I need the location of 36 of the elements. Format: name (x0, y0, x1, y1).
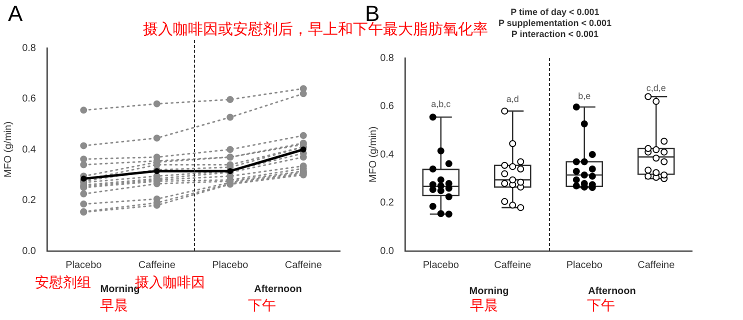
y-tick-label: 0.0 (380, 246, 394, 257)
text: 下午 (248, 297, 276, 313)
x-tick-label: Caffeine (494, 260, 532, 271)
y-tick-label: 0.2 (22, 195, 36, 206)
y-tick-label: 0.0 (22, 246, 36, 257)
text: P interaction < 0.001 (511, 29, 599, 39)
annotation: a,b,c (431, 99, 451, 109)
text: 下午 (587, 297, 615, 313)
x-tick-label: Placebo (66, 260, 102, 271)
y-tick-label: 0.6 (22, 94, 36, 104)
x-tick-label: Placebo (566, 260, 603, 271)
y-tick-label: 0.4 (22, 144, 36, 156)
x-tick-label: Caffeine (638, 260, 676, 271)
text: P supplementation < 0.001 (498, 18, 612, 28)
text: A (8, 1, 23, 26)
y-tick-label: 0.8 (22, 42, 36, 54)
text: 安慰剂组 (35, 274, 91, 290)
y-tick-label: 0.6 (380, 101, 394, 112)
text: Afternoon (588, 286, 636, 297)
x-tick-label: Caffeine (138, 260, 176, 271)
y-axis-title: MFO (g/min) (2, 121, 14, 178)
text: P time of day < 0.001 (510, 7, 600, 17)
y-tick-label: 0.2 (380, 198, 394, 208)
y-axis-title: MFO (g/min) (368, 126, 379, 183)
text: 早晨 (100, 297, 128, 313)
x-tick-label: Placebo (422, 260, 460, 271)
x-tick-label: Caffeine (284, 260, 322, 271)
annotation: a,d (506, 94, 519, 104)
x-tick-label: Placebo (212, 260, 249, 271)
annotation: b,e (578, 91, 591, 101)
y-tick-label: 0.8 (380, 52, 394, 64)
text: Afternoon (254, 284, 302, 295)
text: Morning (469, 286, 509, 297)
y-tick-label: 0.4 (380, 149, 394, 160)
text: 早晨 (470, 297, 498, 313)
annotation: c,d,e (646, 83, 666, 93)
